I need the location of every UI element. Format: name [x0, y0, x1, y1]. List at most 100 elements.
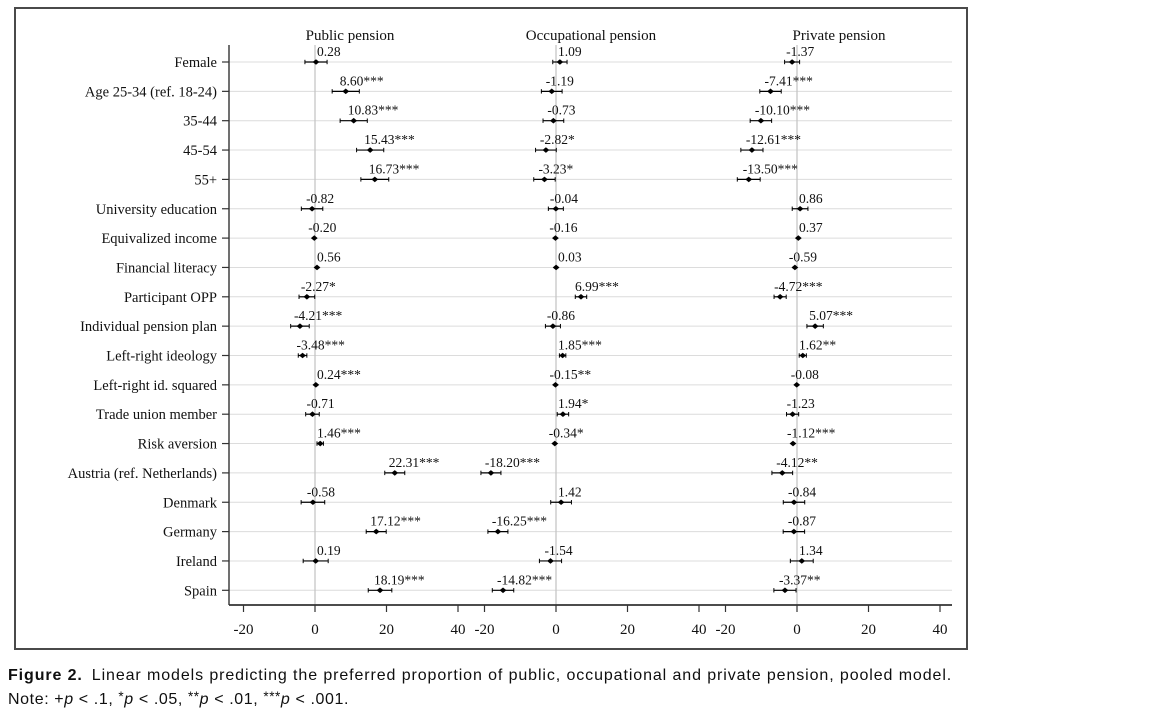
- coef-value-label: 8.60***: [340, 73, 384, 88]
- x-tick-label: 40: [692, 622, 707, 638]
- coef-value-label: -0.73: [547, 103, 575, 118]
- coef-marker: [556, 59, 564, 65]
- coef-value-label: -1.19: [546, 73, 574, 88]
- coef-marker: [372, 528, 380, 535]
- coef-marker: [312, 382, 320, 388]
- coef-marker: [316, 440, 324, 447]
- coef-value-label: 0.28: [317, 44, 341, 59]
- note-segment: ***: [263, 689, 281, 704]
- coef-marker: [776, 294, 784, 300]
- note-segment: p: [199, 691, 210, 708]
- coef-marker: [559, 352, 567, 359]
- coef-value-label: 5.07***: [809, 308, 853, 323]
- category-label: Trade union member: [96, 407, 217, 423]
- x-tick-label: 40: [933, 622, 948, 638]
- coef-value-label: -2.82*: [540, 132, 575, 147]
- coef-value-label: -12.61***: [746, 132, 801, 147]
- coefficient-plot-svg: Female Age 25-34 (ref. 18-24) 35-44 45-54 55…: [68, 28, 952, 638]
- category-label: 55+: [194, 172, 217, 188]
- note-segment: p: [64, 691, 74, 708]
- category-label: Spain: [184, 583, 218, 599]
- note-segment: **: [187, 689, 200, 704]
- coef-marker: [789, 440, 797, 447]
- coef-marker: [371, 176, 379, 183]
- x-tick-label: 0: [311, 622, 319, 638]
- coef-value-label: -0.34*: [549, 426, 584, 441]
- figure-note: Note: +p < .1, *p < .05, **p < .01, ***p…: [8, 689, 350, 709]
- x-tick-label: 40: [451, 622, 466, 638]
- coef-marker: [552, 382, 559, 388]
- coef-marker: [789, 411, 797, 417]
- coef-value-label: -0.08: [791, 367, 819, 382]
- note-segment: +: [54, 691, 65, 708]
- coef-marker: [487, 470, 495, 476]
- coef-marker: [798, 558, 806, 564]
- coef-value-label: -4.72***: [774, 279, 823, 294]
- x-tick-label: -20: [716, 622, 736, 638]
- coef-marker: [811, 323, 819, 329]
- coef-value-label: -13.50***: [743, 161, 798, 176]
- coef-marker: [799, 352, 807, 359]
- figure-caption-text: Linear models predicting the preferred p…: [91, 667, 953, 684]
- category-label: Risk aversion: [138, 437, 218, 453]
- x-tick-label: 20: [379, 622, 394, 638]
- figure-2-plot: Female Age 25-34 (ref. 18-24) 35-44 45-54 55…: [14, 7, 968, 650]
- coef-marker: [299, 352, 306, 359]
- panel-header: Occupational pension: [526, 28, 657, 44]
- coef-value-label: -0.71: [306, 396, 334, 411]
- coef-marker: [312, 59, 320, 65]
- category-label: Left-right id. squared: [93, 378, 217, 394]
- coef-value-label: -3.37**: [779, 572, 821, 587]
- coef-value-label: -18.20***: [485, 455, 540, 470]
- coef-marker: [549, 117, 557, 124]
- coef-marker: [778, 470, 786, 476]
- coef-marker: [303, 294, 311, 300]
- coef-marker: [499, 587, 507, 594]
- category-label: 35-44: [183, 114, 218, 130]
- coef-marker: [391, 470, 399, 476]
- coef-value-label: 22.31***: [389, 455, 440, 470]
- coef-value-label: 0.03: [558, 249, 582, 264]
- coef-value-label: -0.59: [789, 249, 817, 264]
- note-segment: < .001.: [290, 691, 350, 708]
- coef-marker: [788, 59, 796, 65]
- coef-value-label: -0.82: [306, 191, 334, 206]
- note-segment: *: [118, 689, 125, 704]
- coef-marker: [757, 117, 765, 124]
- coef-marker: [342, 88, 350, 95]
- coef-value-label: 1.62**: [799, 338, 836, 353]
- coef-value-label: -0.87: [788, 514, 816, 529]
- coef-value-label: 16.73***: [369, 161, 420, 176]
- coef-marker: [559, 411, 567, 417]
- coef-value-label: -4.12**: [776, 455, 818, 470]
- coef-value-label: 0.19: [317, 543, 341, 558]
- panel-header: Public pension: [306, 28, 395, 44]
- coef-value-label: -10.10***: [755, 103, 810, 118]
- coef-marker: [793, 382, 801, 388]
- note-segment: < .05,: [133, 691, 188, 708]
- coef-value-label: -16.25***: [492, 514, 547, 529]
- coef-marker: [745, 176, 753, 183]
- coef-marker: [748, 147, 756, 153]
- coef-value-label: -0.86: [547, 308, 575, 323]
- category-label: University education: [96, 202, 218, 218]
- coef-value-label: 17.12***: [370, 514, 421, 529]
- coef-marker: [791, 264, 799, 271]
- coef-value-label: 6.99***: [575, 279, 619, 294]
- coef-value-label: -1.23: [787, 396, 815, 411]
- coef-marker: [309, 499, 317, 506]
- coef-value-label: 0.56: [317, 249, 341, 264]
- panel-header: Private pension: [793, 28, 886, 44]
- category-label: Female: [174, 55, 217, 71]
- coef-value-label: 1.94*: [558, 396, 589, 411]
- coef-marker: [313, 264, 321, 271]
- coef-value-label: 1.85***: [558, 338, 602, 353]
- coef-marker: [547, 558, 554, 564]
- coef-marker: [552, 205, 560, 212]
- x-tick-label: 20: [620, 622, 635, 638]
- coef-marker: [549, 323, 557, 329]
- coef-marker: [767, 88, 774, 95]
- coef-value-label: 1.09: [558, 44, 582, 59]
- coef-value-label: -1.54: [544, 543, 572, 558]
- coef-value-label: -4.21***: [294, 308, 343, 323]
